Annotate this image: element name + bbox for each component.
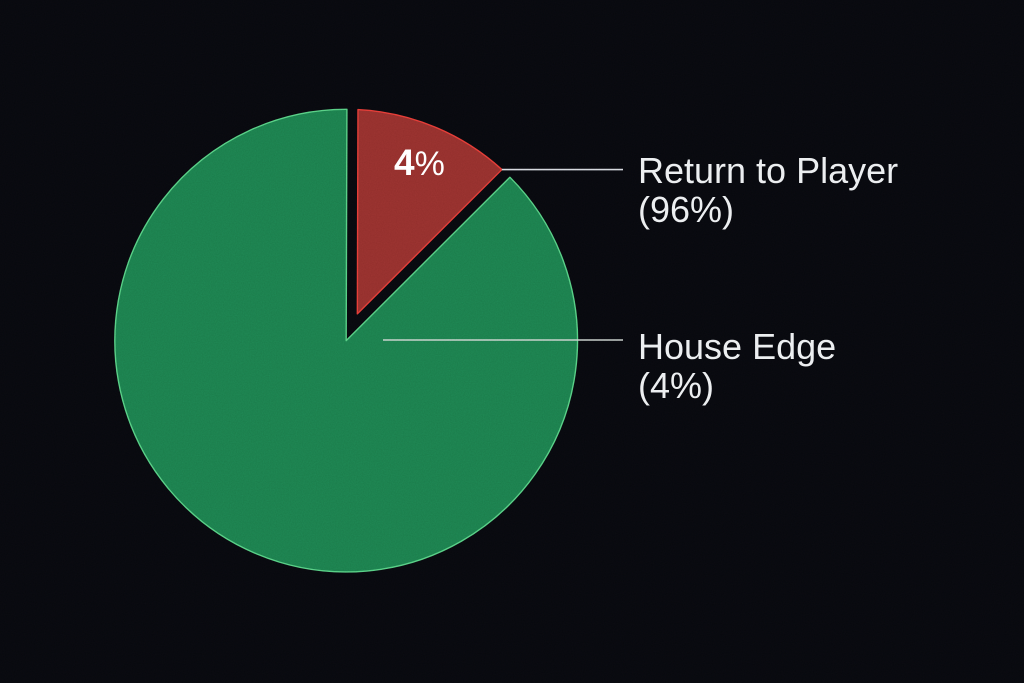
svg-text:4%: 4% xyxy=(394,142,445,183)
